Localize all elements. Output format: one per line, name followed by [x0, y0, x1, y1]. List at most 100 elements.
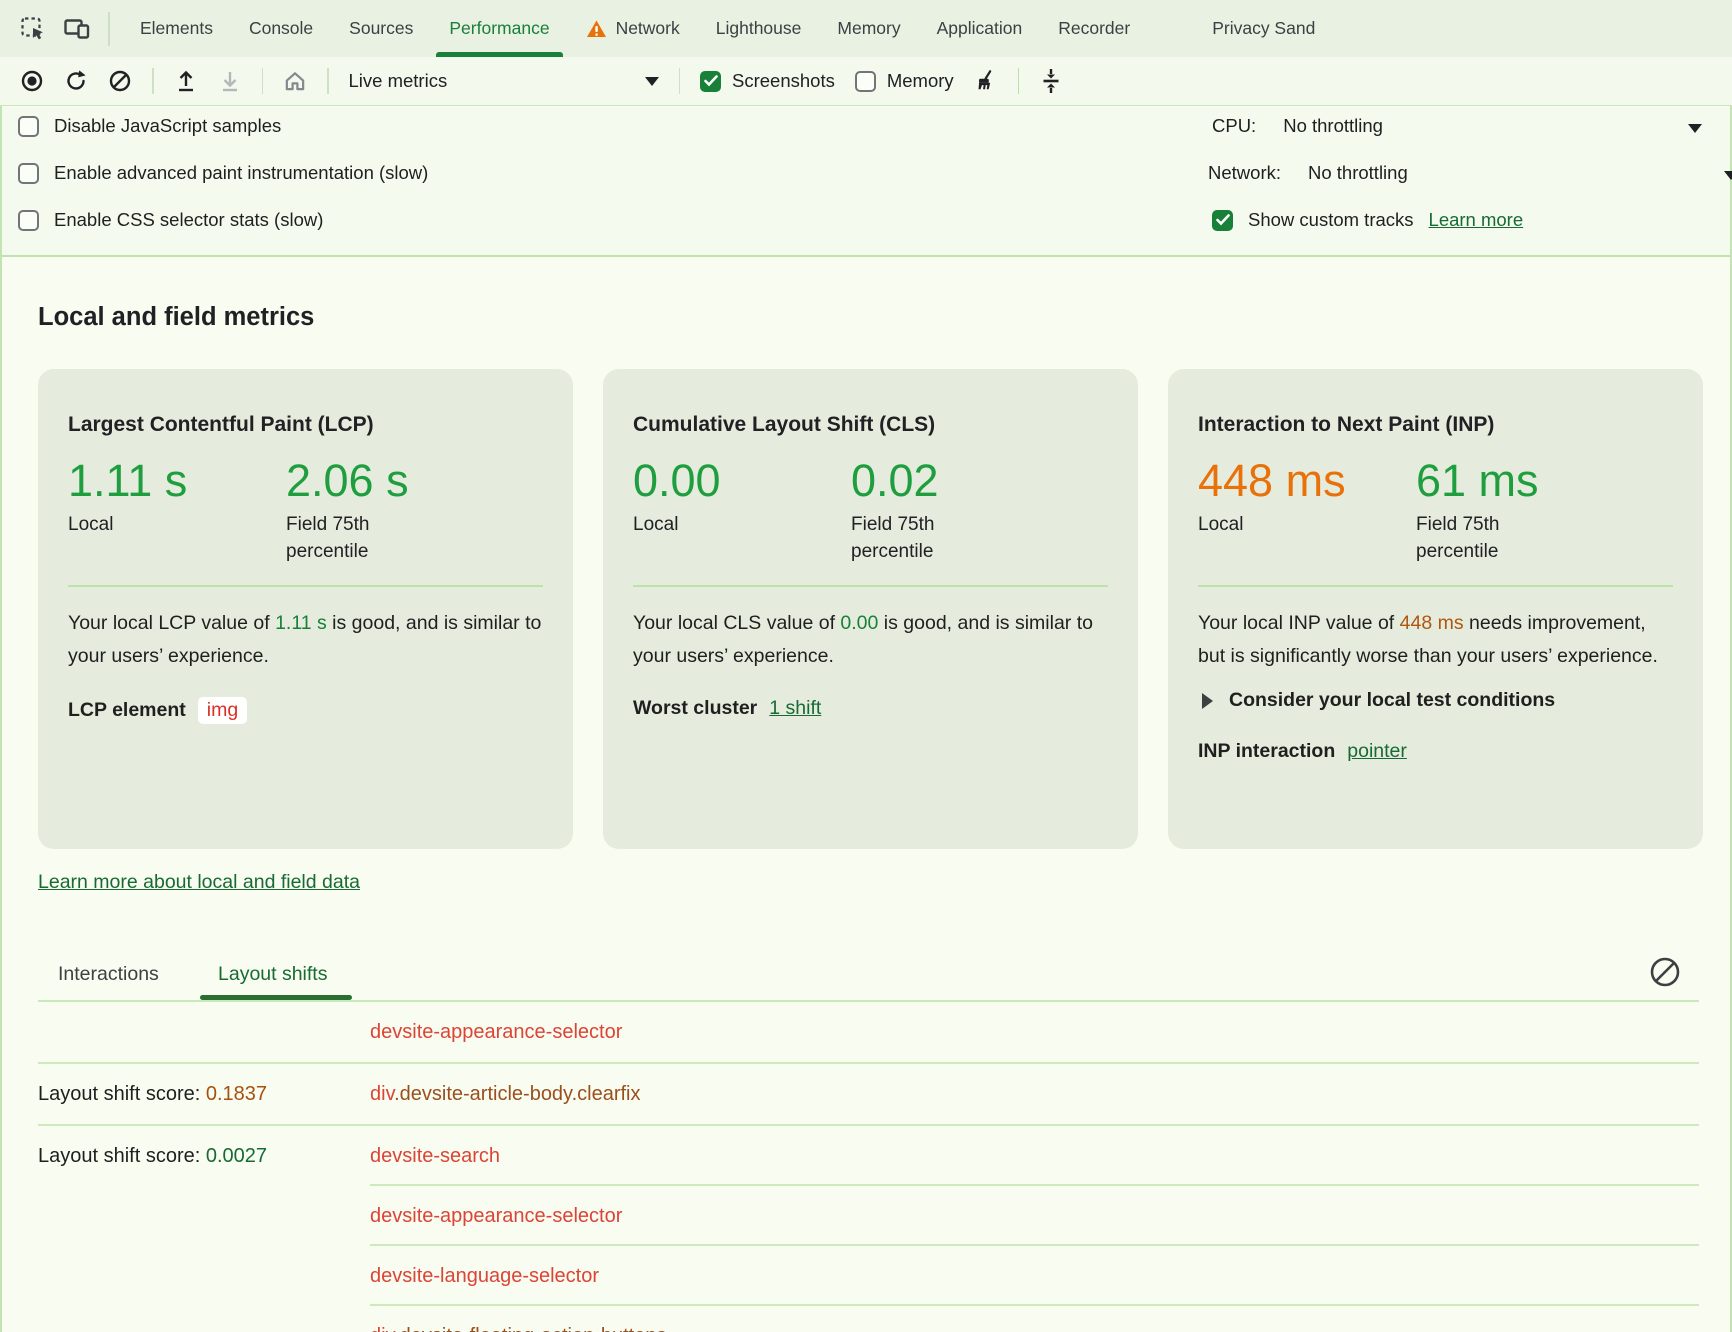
clear-icon[interactable]: [108, 69, 132, 93]
collect-garbage-icon[interactable]: [974, 69, 998, 93]
tab-elements[interactable]: Elements: [122, 0, 231, 57]
warning-icon: [586, 19, 607, 39]
metric-cards: Largest Contentful Paint (LCP) 1.11 s Lo…: [38, 369, 1703, 849]
disable-js-samples-checkbox[interactable]: [18, 116, 39, 137]
tab-console[interactable]: Console: [231, 0, 331, 57]
memory-label: Memory: [887, 70, 954, 92]
table-row[interactable]: devsite-language-selector: [38, 1246, 1699, 1306]
tab-network[interactable]: Network: [568, 0, 698, 57]
reload-record-icon[interactable]: [64, 69, 88, 93]
devtools-tabbar: Elements Console Sources Performance Net…: [0, 0, 1732, 58]
toolbar-separator: [152, 68, 154, 94]
tab-interactions[interactable]: Interactions: [58, 963, 159, 986]
tab-recorder[interactable]: Recorder: [1040, 0, 1148, 57]
disclosure-triangle-icon: [1202, 693, 1213, 709]
worst-cluster-link[interactable]: 1 shift: [769, 697, 821, 720]
memory-checkbox[interactable]: [855, 71, 876, 92]
table-row[interactable]: devsite-appearance-selector: [38, 1002, 1699, 1064]
table-row[interactable]: div.devsite-floating-action-buttons: [38, 1306, 1699, 1332]
toolbar-separator: [679, 68, 681, 94]
network-throttling-row: Network: No throttling: [1208, 162, 1408, 184]
local-test-conditions-label: Consider your local test conditions: [1229, 689, 1555, 712]
worst-cluster-label: Worst cluster: [633, 697, 757, 720]
custom-tracks-label: Show custom tracks: [1248, 209, 1414, 231]
inspect-element-icon[interactable]: [16, 12, 50, 46]
layout-shift-selector[interactable]: devsite-appearance-selector: [370, 1021, 622, 1044]
screenshots-checkbox[interactable]: [700, 71, 721, 92]
memory-checkbox-group[interactable]: Memory: [855, 70, 954, 92]
tab-lighthouse[interactable]: Lighthouse: [698, 0, 820, 57]
device-toolbar-icon[interactable]: [60, 12, 94, 46]
performance-panel-body: Disable JavaScript samples Enable advanc…: [0, 106, 1732, 1332]
clear-log-icon[interactable]: [1648, 955, 1682, 989]
upload-profile-icon[interactable]: [174, 69, 198, 93]
advanced-paint-label: Enable advanced paint instrumentation (s…: [54, 162, 428, 184]
performance-toolbar: Live metrics Screenshots Memory: [0, 57, 1732, 106]
page-title: Local and field metrics: [38, 303, 314, 332]
toolbar-separator: [327, 68, 329, 94]
css-selector-stats-checkbox[interactable]: [18, 210, 39, 231]
cpu-label: CPU:: [1212, 115, 1256, 137]
network-label: Network:: [1208, 162, 1281, 184]
inp-field-value: 61 ms: [1416, 457, 1586, 505]
download-profile-icon[interactable]: [218, 69, 242, 93]
divider: [633, 585, 1108, 587]
live-metrics-view: Local and field metrics Largest Contentf…: [2, 255, 1730, 1332]
field-data-learn-more-link[interactable]: Learn more about local and field data: [38, 871, 360, 894]
advanced-paint-group[interactable]: Enable advanced paint instrumentation (s…: [18, 162, 428, 184]
cpu-throttling-row: CPU: No throttling: [1212, 115, 1383, 137]
tab-layout-shifts[interactable]: Layout shifts: [218, 963, 327, 986]
css-selector-stats-label: Enable CSS selector stats (slow): [54, 209, 323, 231]
record-icon[interactable]: [20, 69, 44, 93]
table-row[interactable]: Layout shift score: 0.1837 div.devsite-a…: [38, 1064, 1699, 1126]
cls-card: Cumulative Layout Shift (CLS) 0.00 Local…: [603, 369, 1138, 849]
local-test-conditions-disclosure[interactable]: Consider your local test conditions: [1198, 689, 1673, 712]
tab-network-label: Network: [616, 18, 680, 39]
home-icon[interactable]: [283, 69, 307, 93]
inp-card: Interaction to Next Paint (INP) 448 ms L…: [1168, 369, 1703, 849]
inp-description: Your local INP value of 448 ms needs imp…: [1198, 607, 1673, 673]
inp-local-value: 448 ms: [1198, 457, 1416, 505]
disable-js-samples-group[interactable]: Disable JavaScript samples: [18, 115, 281, 137]
cls-card-title: Cumulative Layout Shift (CLS): [633, 413, 1108, 437]
chevron-down-icon[interactable]: [1688, 124, 1702, 133]
layout-shift-selector[interactable]: devsite-search: [370, 1145, 500, 1168]
layout-shift-selector[interactable]: devsite-appearance-selector: [370, 1205, 622, 1228]
chevron-down-icon[interactable]: [1724, 171, 1732, 180]
lcp-element-label: LCP element: [68, 699, 186, 722]
cls-field-label: Field 75th percentile: [851, 511, 1021, 565]
custom-tracks-learn-more-link[interactable]: Learn more: [1429, 209, 1524, 231]
layout-shift-selector[interactable]: div.devsite-article-body.clearfix: [370, 1083, 640, 1106]
inp-interaction-link[interactable]: pointer: [1347, 740, 1407, 763]
tab-performance[interactable]: Performance: [431, 0, 567, 57]
layout-shift-selector[interactable]: devsite-language-selector: [370, 1265, 599, 1288]
panel-mode-dropdown[interactable]: Live metrics: [349, 70, 659, 92]
tab-privacy-sandbox[interactable]: Privacy Sand: [1194, 0, 1333, 57]
tab-memory[interactable]: Memory: [819, 0, 918, 57]
table-row[interactable]: devsite-appearance-selector: [38, 1186, 1699, 1246]
capture-settings-pane: Disable JavaScript samples Enable advanc…: [2, 106, 1730, 255]
layout-shift-score: Layout shift score: 0.1837: [38, 1083, 370, 1106]
layout-shift-selector[interactable]: div.devsite-floating-action-buttons: [370, 1325, 666, 1332]
cls-local-label: Local: [633, 511, 851, 538]
lcp-local-value: 1.11 s: [68, 457, 286, 505]
cpu-throttling-select[interactable]: No throttling: [1283, 115, 1383, 137]
lcp-card: Largest Contentful Paint (LCP) 1.11 s Lo…: [38, 369, 573, 849]
tab-application[interactable]: Application: [919, 0, 1041, 57]
custom-tracks-checkbox[interactable]: [1212, 210, 1233, 231]
lcp-field-label: Field 75th percentile: [286, 511, 456, 565]
advanced-paint-checkbox[interactable]: [18, 163, 39, 184]
toolbar-separator: [262, 68, 264, 94]
lcp-description: Your local LCP value of 1.11 s is good, …: [68, 607, 543, 673]
network-throttling-select[interactable]: No throttling: [1308, 162, 1408, 184]
tab-sources[interactable]: Sources: [331, 0, 431, 57]
css-selector-stats-group[interactable]: Enable CSS selector stats (slow): [18, 209, 323, 231]
lcp-element-badge[interactable]: img: [198, 697, 247, 724]
collapse-panel-icon[interactable]: [1039, 69, 1063, 93]
inp-card-title: Interaction to Next Paint (INP): [1198, 413, 1673, 437]
table-row[interactable]: Layout shift score: 0.0027 devsite-searc…: [38, 1126, 1699, 1186]
lcp-local-label: Local: [68, 511, 286, 538]
screenshots-checkbox-group[interactable]: Screenshots: [700, 70, 835, 92]
panel-mode-label: Live metrics: [349, 70, 448, 92]
custom-tracks-group[interactable]: Show custom tracks Learn more: [1212, 209, 1523, 231]
